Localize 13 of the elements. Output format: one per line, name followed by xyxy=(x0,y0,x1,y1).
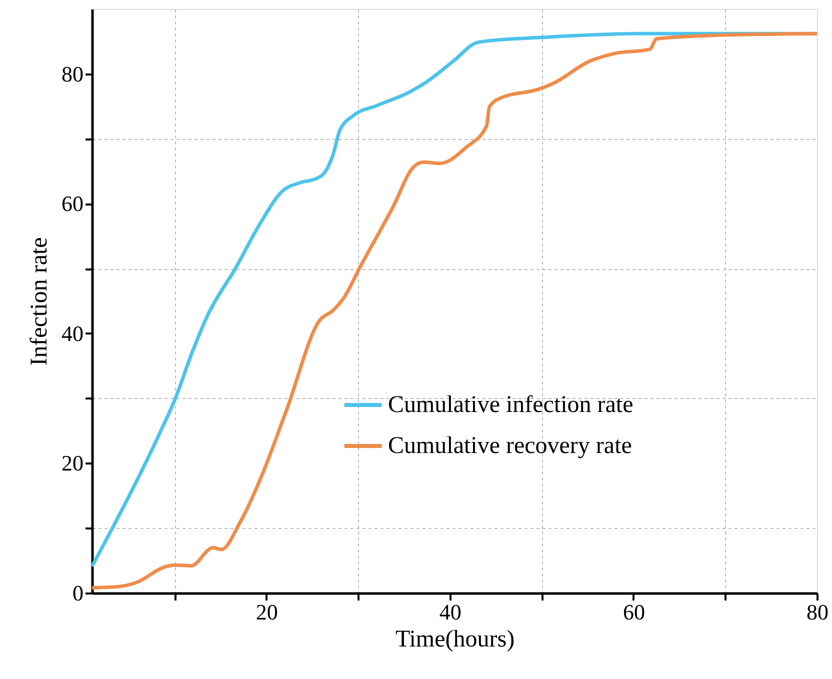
y-tick-label: 20 xyxy=(62,450,84,476)
x-tick-label: 40 xyxy=(439,600,462,624)
legend-label: Cumulative infection rate xyxy=(388,392,634,418)
x-tick-label: 20 xyxy=(256,600,278,624)
x-tick-label: 60 xyxy=(622,600,645,624)
y-tick-label: 80 xyxy=(62,61,84,86)
x-axis-title: Time(hours) xyxy=(395,626,515,652)
x-tick-label: 80 xyxy=(806,600,828,624)
y-tick-label: 60 xyxy=(62,191,84,216)
y-tick-label: 40 xyxy=(62,320,84,346)
y-axis-title: Infection rate xyxy=(26,237,52,366)
legend-label: Cumulative recovery rate xyxy=(388,433,632,459)
y-tick-label: 0 xyxy=(72,580,84,606)
